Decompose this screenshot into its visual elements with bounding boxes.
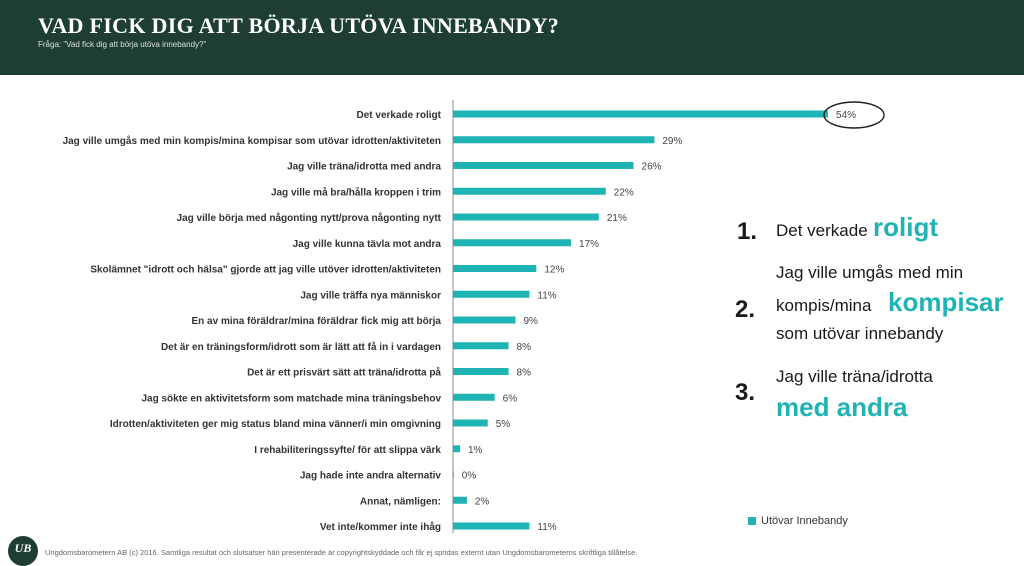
bar	[453, 265, 537, 272]
value-label: 5%	[496, 419, 511, 430]
bar	[453, 496, 467, 504]
bar	[453, 213, 599, 221]
category-label: Jag sökte en aktivitetsform som matchade…	[141, 393, 441, 404]
chart-legend: Utövar Innebandy	[748, 515, 848, 527]
bar	[453, 187, 606, 195]
rank-3-line1: Jag ville träna/idrotta	[776, 367, 933, 386]
category-label: Det verkade roligt	[357, 110, 442, 121]
brand-logo: UB	[8, 536, 38, 566]
legend-swatch	[748, 517, 756, 525]
bar	[453, 522, 530, 530]
rank-2-text: kompis/mina	[776, 296, 872, 315]
value-label: 54%	[836, 110, 856, 121]
bar	[453, 471, 454, 478]
rank-1-text: Det verkade	[776, 221, 868, 240]
category-label: Jag ville träffa nya människor	[300, 290, 441, 301]
category-label: Jag ville må bra/hålla kroppen i trim	[271, 186, 441, 198]
rank-2-number: 2.	[735, 296, 756, 323]
value-label: 29%	[662, 136, 682, 147]
category-label: Det är en träningsform/idrott som är lät…	[161, 341, 441, 353]
value-label: 26%	[642, 162, 662, 173]
category-label: Skolämnet "idrott och hälsa" gjorde att …	[90, 265, 441, 276]
category-label: Jag ville kunna tävla mot andra	[293, 239, 442, 250]
bar	[453, 239, 572, 247]
category-label: Jag hade inte andra alternativ	[300, 471, 442, 482]
category-label: Jag ville börja med någonting nytt/prova…	[177, 212, 442, 224]
category-label: Annat, nämligen:	[360, 496, 441, 507]
page-subtitle: Fråga: "Vad fick dig att börja utöva inn…	[38, 40, 207, 49]
rank-2-highlight: kompisar	[888, 287, 1004, 317]
bar	[453, 342, 509, 350]
value-label: 2%	[475, 496, 490, 507]
highlight-circle	[823, 101, 885, 129]
value-label: 8%	[517, 342, 532, 353]
category-label: En av mina föräldrar/mina föräldrar fick…	[191, 316, 441, 327]
bar	[453, 290, 530, 298]
legend-label: Utövar Innebandy	[761, 515, 848, 527]
value-label: 11%	[537, 522, 556, 533]
bar	[453, 419, 488, 427]
value-label: 6%	[503, 393, 518, 404]
bar	[453, 368, 509, 375]
value-label: 8%	[517, 368, 532, 379]
category-label: Jag ville träna/idrotta med andra	[287, 162, 441, 173]
header-banner: VAD FICK DIG ATT BÖRJA UTÖVA INNEBANDY? …	[0, 0, 1024, 75]
value-label: 12%	[544, 265, 564, 276]
rank-3-number: 3.	[735, 379, 756, 406]
value-label: 17%	[579, 239, 599, 250]
category-label: Jag ville umgås med min kompis/mina komp…	[63, 135, 441, 147]
category-label: Det är ett prisvärt sätt att träna/idrot…	[247, 367, 441, 379]
value-label: 1%	[468, 445, 483, 456]
bar	[453, 445, 460, 453]
logo-text: UB	[14, 541, 32, 555]
category-label: I rehabiliteringssyfte/ för att slippa v…	[254, 445, 441, 456]
value-label: 21%	[607, 213, 627, 224]
value-label: 0%	[462, 471, 477, 482]
bar-chart: Det verkade roligt 54% Jag ville umgås med…	[63, 100, 885, 533]
rank-2-line3: som utövar innebandy	[776, 324, 944, 343]
value-label: 11%	[537, 290, 556, 301]
rank-3-highlight: med andra	[776, 392, 908, 422]
bar	[453, 393, 495, 401]
value-label: 22%	[614, 187, 634, 198]
bar	[453, 162, 634, 169]
rank-2-line1: Jag ville umgås med min	[776, 263, 964, 282]
value-label: 9%	[524, 316, 539, 327]
rank-1-number: 1.	[737, 218, 758, 245]
copyright-footer: Ungdomsbarometern AB (c) 2016. Samtliga …	[45, 548, 638, 557]
category-label: Vet inte/kommer inte ihåg	[320, 521, 441, 533]
bar	[453, 316, 516, 324]
category-label: Idrotten/aktiviteten ger mig status blan…	[110, 419, 441, 430]
rank-1-highlight: roligt	[873, 212, 938, 242]
bar	[453, 110, 828, 118]
bar	[453, 136, 655, 144]
page-title: VAD FICK DIG ATT BÖRJA UTÖVA INNEBANDY?	[38, 13, 560, 38]
